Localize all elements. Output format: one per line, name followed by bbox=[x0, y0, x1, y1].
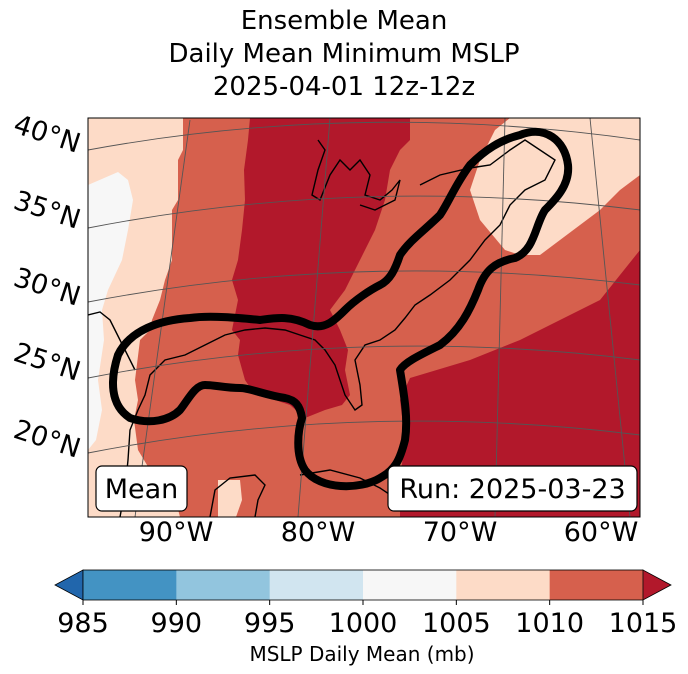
colorbar-segment-995-1000 bbox=[269, 570, 364, 600]
run-box-text: Run: 2025-03-23 bbox=[399, 474, 625, 505]
colorbar-tick-label-1000: 1000 bbox=[329, 608, 398, 639]
field-1005-1010-northeast bbox=[470, 118, 640, 255]
colorbar-segment-985-990 bbox=[83, 570, 177, 600]
lon-label-90w: 90°W bbox=[139, 517, 214, 548]
coastline-yucatan bbox=[209, 474, 266, 517]
mean-box-text: Mean bbox=[105, 474, 179, 505]
colorbar-tick-label-995: 995 bbox=[244, 608, 296, 639]
colorbar-tick-label-990: 990 bbox=[151, 608, 203, 639]
lat-label-40: 40°N bbox=[10, 109, 84, 160]
gridline-lon-60 bbox=[589, 118, 631, 517]
colorbar-segment-1005-1010 bbox=[456, 570, 551, 600]
gridline-lat-35 bbox=[88, 195, 640, 229]
gridline-lat-20 bbox=[88, 420, 640, 454]
map-frame bbox=[87, 117, 641, 518]
lat-label-25: 25°N bbox=[10, 337, 84, 388]
lat-label-35: 35°N bbox=[10, 185, 84, 236]
field-over-1015-atlantic bbox=[400, 250, 640, 517]
lon-label-70w: 70°W bbox=[423, 517, 498, 548]
colorbar-tick-label-1005: 1005 bbox=[422, 608, 491, 639]
colorbar-segment-990-995 bbox=[176, 570, 271, 600]
gridline-lat-25 bbox=[88, 345, 640, 379]
colorbar-label: MSLP Daily Mean (mb) bbox=[249, 642, 474, 666]
colorbar-segment-1000-1005 bbox=[363, 570, 457, 600]
colorbar-segment-1010-1015 bbox=[549, 570, 644, 600]
gridline-lon-80 bbox=[297, 118, 331, 517]
coastline-cuba bbox=[299, 469, 396, 499]
colorbar-tick-label-1010: 1010 bbox=[515, 608, 584, 639]
field-1005-1010-yucatan bbox=[218, 480, 242, 517]
lon-label-60w: 60°W bbox=[564, 517, 639, 548]
map-area: Mean Run: 2025-03-23 bbox=[88, 118, 640, 517]
lat-label-30: 30°N bbox=[10, 262, 84, 313]
coastline-east bbox=[119, 139, 556, 517]
coastlines bbox=[88, 139, 556, 517]
colorbar-over-arrow bbox=[642, 569, 672, 601]
chart-title-line-1: Ensemble Mean bbox=[240, 6, 448, 36]
gridline-lat-30 bbox=[88, 270, 640, 303]
colorbar-tick-label-985: 985 bbox=[57, 608, 109, 639]
colorbar-tick-label-1015: 1015 bbox=[609, 608, 678, 639]
mean-box bbox=[95, 465, 188, 512]
lon-label-80w: 80°W bbox=[281, 517, 356, 548]
mslp-contour-outline bbox=[109, 127, 573, 491]
lat-label-20: 20°N bbox=[10, 414, 84, 465]
coastline-great-lakes bbox=[311, 139, 401, 211]
gridline-lat-40 bbox=[88, 121, 640, 151]
chart-title-line-2: Daily Mean Minimum MSLP bbox=[168, 39, 520, 69]
run-box bbox=[387, 465, 638, 512]
colorbar: 985 990 995 1000 1005 1010 1015 bbox=[54, 569, 678, 639]
gridline-lon-70 bbox=[494, 118, 506, 517]
coastline-mexico bbox=[88, 311, 136, 371]
field-1000-1005-west bbox=[88, 172, 133, 450]
chart-title-line-3: 2025-04-01 12z-12z bbox=[212, 72, 476, 102]
colorbar-under-arrow bbox=[54, 569, 84, 601]
